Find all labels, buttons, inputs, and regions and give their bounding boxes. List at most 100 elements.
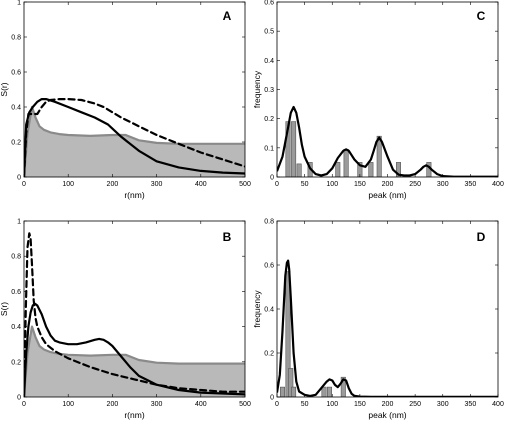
panel-a-xtick-label: 200	[107, 181, 119, 188]
panel-d-xtick-label: 200	[382, 401, 394, 408]
panel-d-ytick-label: 0.2	[264, 351, 274, 358]
panel-a-xtick-label: 400	[195, 181, 207, 188]
panel-b-xtick-label: 300	[151, 401, 163, 408]
panel-c-bar-8	[376, 135, 382, 177]
panel-d-bar-5	[326, 386, 332, 397]
panel-c-xtick-label: 0	[275, 181, 279, 188]
panel-c-plot	[277, 105, 498, 177]
panel-d-bar-4	[321, 386, 327, 397]
panel-a-xtick-label: 0	[22, 181, 26, 188]
panel-a-xtick-label: 100	[62, 181, 74, 188]
panel-c-ytick-label: 0.6	[264, 0, 274, 7]
panel-d-frame	[276, 220, 499, 398]
panel-a-frame	[23, 1, 246, 178]
panel-c-letter: C	[477, 9, 486, 23]
panel-b-ytick-label: 1	[17, 219, 21, 226]
panel-d-fit-curve	[277, 259, 498, 397]
panel-a-xtick-label: 500	[239, 181, 251, 188]
panel-d-ytick-label: 0.8	[264, 219, 274, 226]
panel-d-xtick-label: 0	[275, 401, 279, 408]
panel-a-ytick-label: 0.2	[11, 140, 21, 147]
panel-d-xtick-label: 50	[301, 401, 309, 408]
panel-b-xtick-label: 100	[62, 401, 74, 408]
panel-c-xtick-label: 250	[409, 181, 421, 188]
panel-b-gray-area-edge	[24, 325, 245, 397]
panel-c-xtick-label: 350	[465, 181, 477, 188]
panel-a-ylabel: S(r)	[0, 82, 9, 96]
panel-d-xtick-label: 350	[465, 401, 477, 408]
panel-b-ytick-label: 0.2	[11, 359, 21, 366]
panel-c-ytick-label: 0.2	[264, 116, 274, 123]
panel-c-xtick-label: 300	[437, 181, 449, 188]
panel-b-xlabel: r(nm)	[124, 410, 144, 420]
panel-b-dashed-line	[24, 232, 245, 397]
panel-d-ylabel: frequency	[252, 290, 262, 328]
panel-c-ylabel: frequency	[252, 70, 262, 108]
panel-c-xtick-label: 400	[492, 181, 504, 188]
panel-c-bar-4	[335, 162, 341, 177]
panel-d-bar-6	[340, 376, 346, 397]
panel-d-ytick-label: 0.6	[264, 263, 274, 270]
panel-a-xtick-label: 300	[151, 181, 163, 188]
panel-a-ytick-label: 0.8	[11, 35, 21, 42]
panel-a-ytick-label: 1	[17, 0, 21, 7]
panel-a-xlabel: r(nm)	[124, 190, 144, 200]
panel-c-bar-1	[291, 121, 297, 177]
panel-a-ytick-label: 0.4	[11, 105, 21, 112]
panel-c-ytick-label: 0.4	[264, 58, 274, 65]
panel-d-plot	[277, 259, 498, 397]
panel-d-xlabel: peak (nm)	[368, 410, 406, 420]
panel-a-solid-line	[24, 97, 245, 177]
panel-c-xtick-label: 50	[301, 181, 309, 188]
panel-b-ytick-label: 0.6	[11, 289, 21, 296]
panel-b-ylabel: S(r)	[0, 302, 9, 316]
panel-d-bar-0	[279, 386, 285, 397]
panel-b: 0 100 200 300 400 500 0 0.2 0.4 0.6 0.8 1 r(nm) S(r) B	[0, 219, 251, 421]
panel-b-gray-area	[24, 326, 245, 397]
panel-d-xtick-label: 100	[326, 401, 338, 408]
panel-d-xtick-label: 150	[354, 401, 366, 408]
panel-b-ytick-label: 0	[17, 395, 21, 402]
panel-d: 0 50 100 150 200 250 300 350 400 0 0.2 0.4 0.6 0.8 pea…	[252, 219, 504, 421]
panel-b-xtick-label: 200	[107, 401, 119, 408]
panel-d-ytick-label: 0.4	[264, 307, 274, 314]
panel-c-bar-0	[285, 121, 291, 177]
panel-b-plot	[24, 232, 245, 397]
panel-a-plot	[24, 97, 245, 177]
panel-a-ytick-label: 0.6	[11, 70, 21, 77]
panel-b-ytick-label: 0.8	[11, 254, 21, 261]
panel-b-frame	[23, 220, 246, 398]
panel-d-bar-3	[291, 386, 297, 397]
panel-d-bar-1	[285, 271, 291, 397]
panel-b-xtick-label: 500	[239, 401, 251, 408]
panel-a-ytick-label: 0	[17, 175, 21, 182]
panel-a-gray-area-edge	[24, 105, 245, 177]
panel-c-xtick-label: 100	[326, 181, 338, 188]
panel-c-fit-curve	[277, 105, 498, 177]
panel-c-xlabel: peak (nm)	[368, 190, 406, 200]
panel-c-xtick-label: 150	[354, 181, 366, 188]
panel-c-xtick-label: 200	[382, 181, 394, 188]
panel-b-xtick-label: 0	[22, 401, 26, 408]
panel-c-ytick-label: 0	[270, 175, 274, 182]
panel-a-letter: A	[223, 9, 232, 23]
panel-b-ytick-label: 0.4	[11, 324, 21, 331]
panel-a-gray-area	[24, 107, 245, 177]
panel-c-ytick-label: 0.1	[264, 145, 274, 152]
panel-b-xtick-label: 400	[195, 401, 207, 408]
panel-d-letter: D	[477, 230, 486, 244]
panel-b-letter: B	[223, 230, 232, 244]
panel-d-xtick-label: 250	[409, 401, 421, 408]
panel-c-ytick-label: 0.3	[264, 87, 274, 94]
panel-c: 0 50 100 150 200 250 300 350 400 0 0.1 0.2 0.3 0.4 0.5…	[252, 0, 504, 200]
panel-c-frame	[276, 1, 499, 178]
panel-a: 0 100 200 300 400 500 0 0.2 0.4 0.6 0.8 1 r(nm) S(r) A	[0, 0, 251, 200]
panel-a-dashed-line	[24, 97, 245, 177]
panel-c-ytick-label: 0.5	[264, 29, 274, 36]
panel-d-xtick-label: 300	[437, 401, 449, 408]
panel-c-bar-5	[343, 149, 349, 177]
panel-d-ytick-label: 0	[270, 395, 274, 402]
panel-d-xtick-label: 400	[492, 401, 504, 408]
panel-c-bar-2	[296, 163, 302, 177]
